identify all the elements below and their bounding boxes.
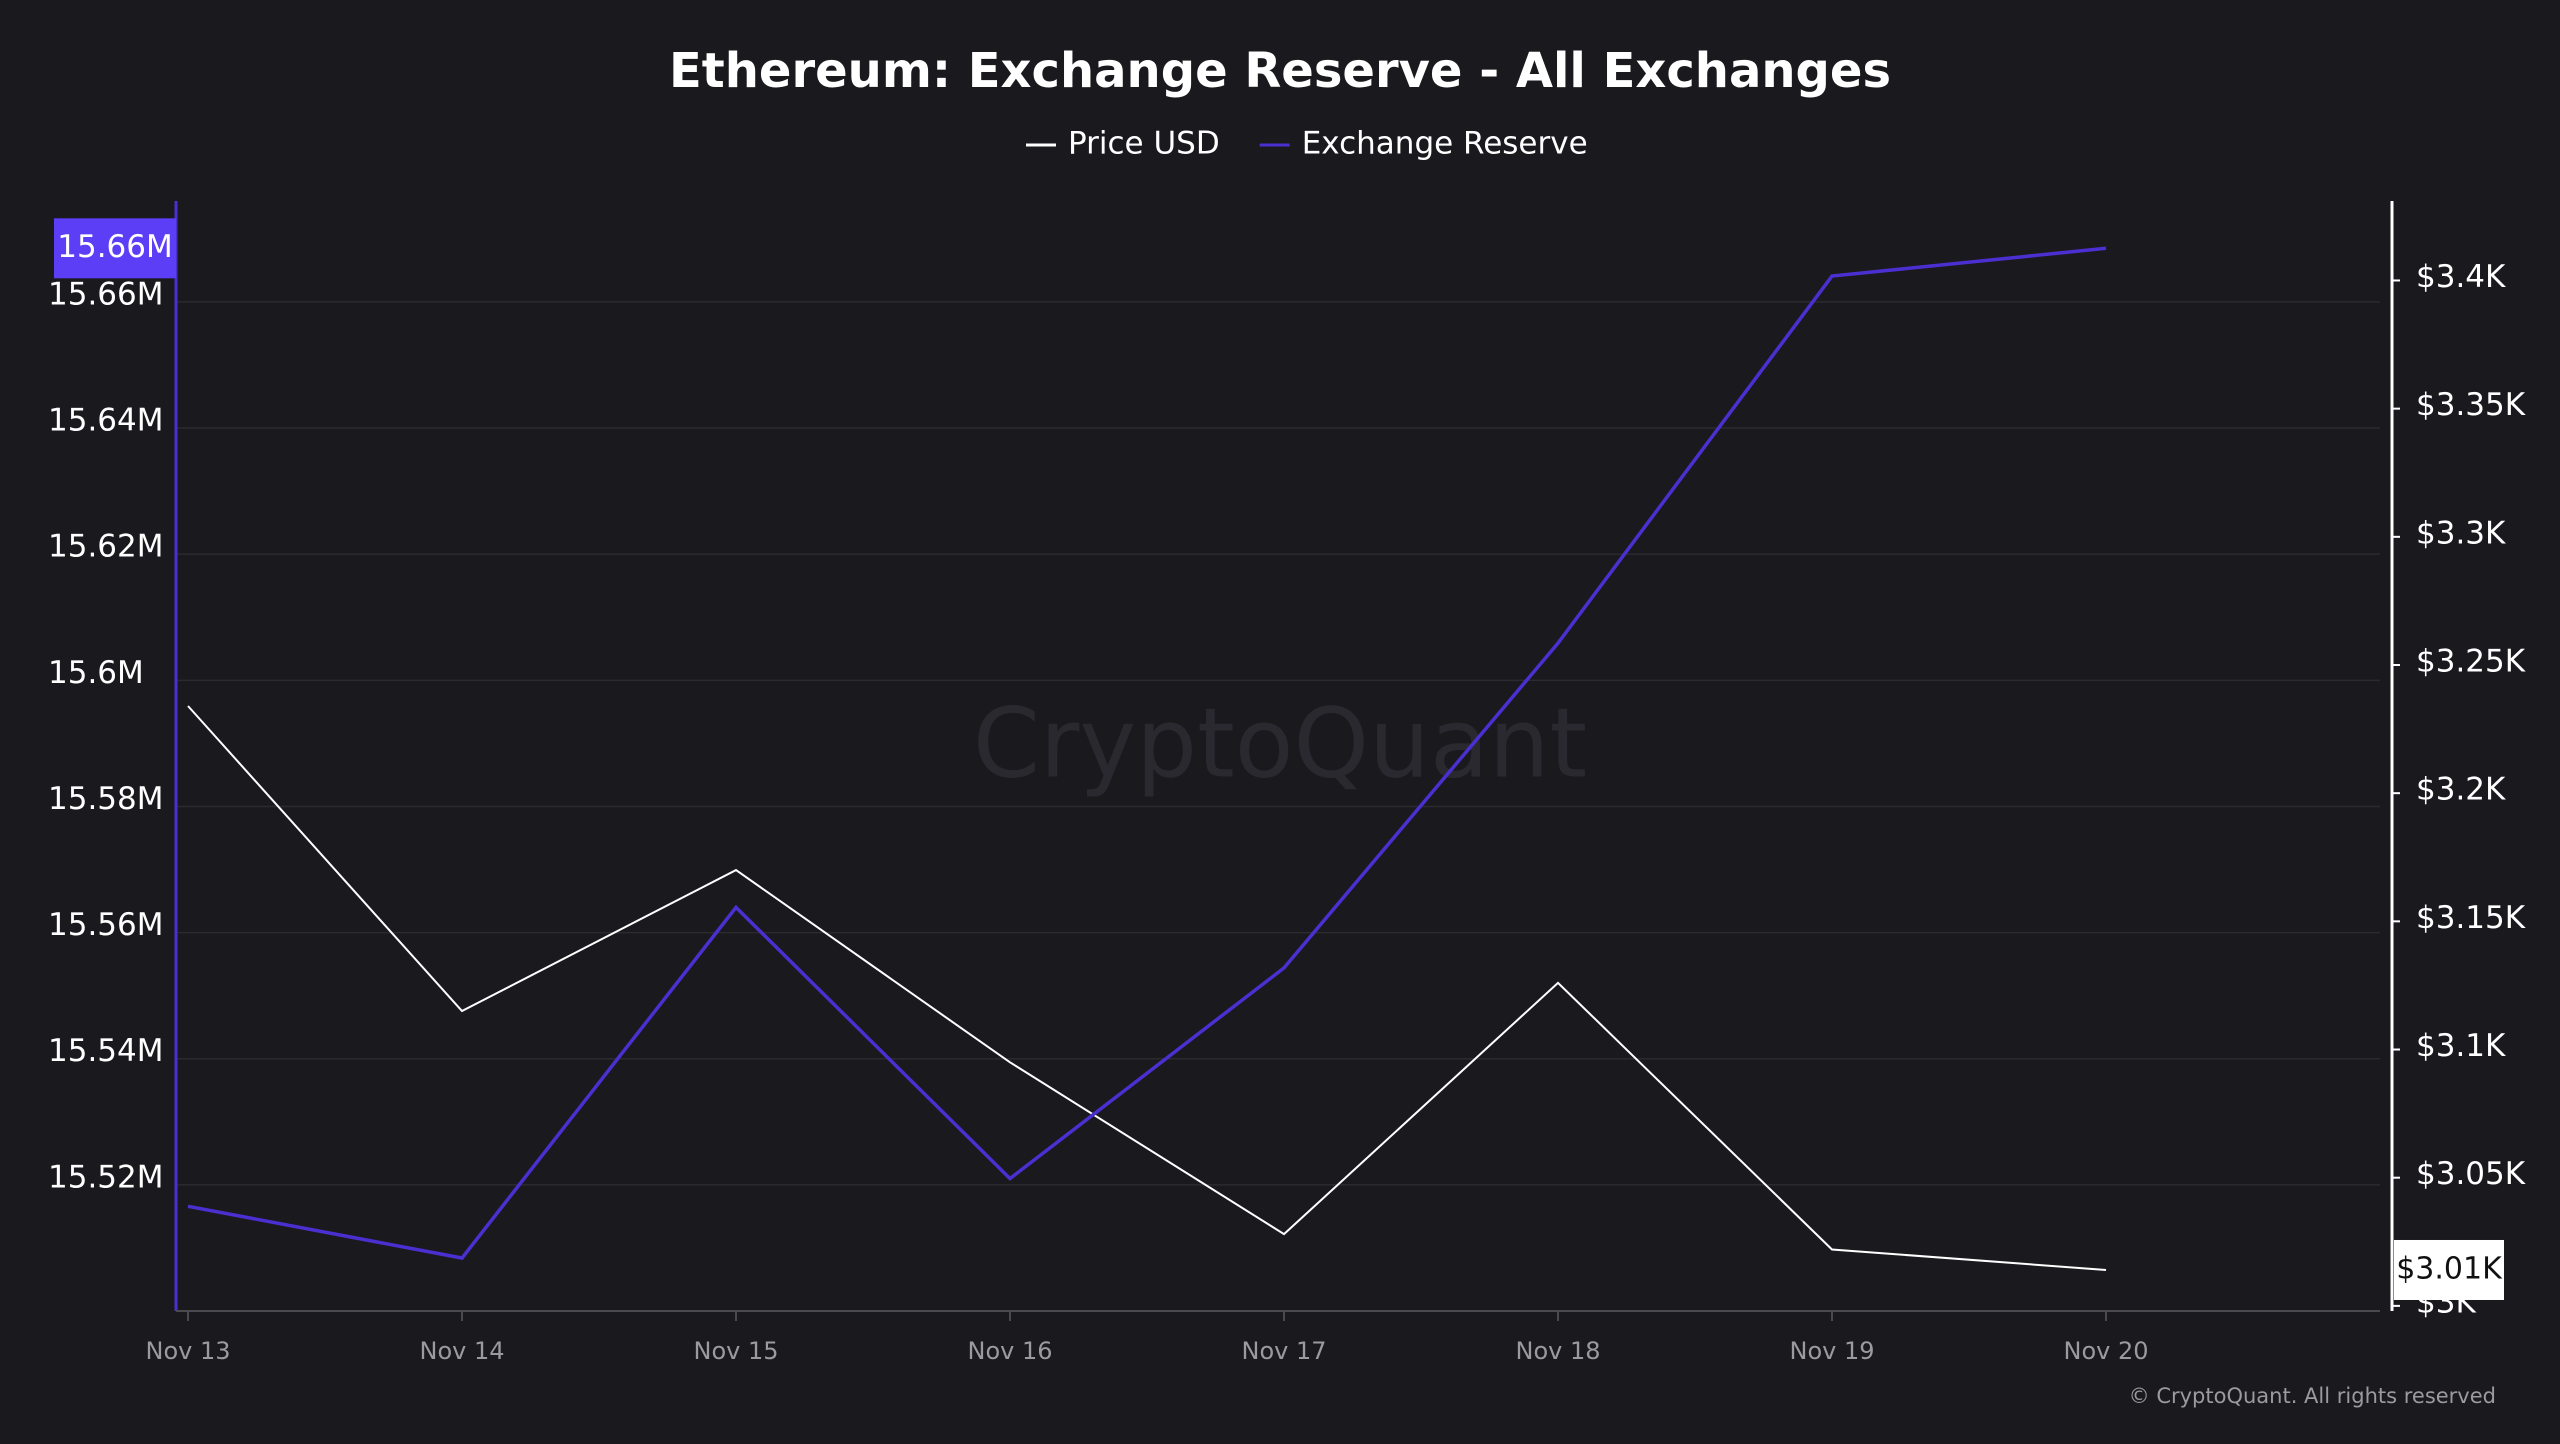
y2-tick-label: $3.15K xyxy=(2416,900,2526,936)
y2-tick-label: $3.3K xyxy=(2416,515,2506,551)
y-tick-label: 15.58M xyxy=(48,781,164,817)
y-tick-label: 15.66M xyxy=(48,276,164,312)
value-label-box xyxy=(2394,1239,2504,1300)
x-tick-label: Nov 16 xyxy=(967,1337,1052,1365)
legend-label: Exchange Reserve xyxy=(1302,126,1588,162)
y-tick-label: 15.56M xyxy=(48,907,164,943)
y-tick-label: 15.62M xyxy=(48,529,164,565)
y2-tick-label: $3.2K xyxy=(2416,772,2506,808)
legend: Price USD Exchange Reserve xyxy=(1026,126,1588,162)
x-tick-label: Nov 19 xyxy=(1789,1337,1874,1365)
value-label: 15.66M xyxy=(57,229,173,265)
y-tick-label: 15.54M xyxy=(48,1033,164,1069)
x-tick-label: Nov 20 xyxy=(2063,1337,2148,1365)
value-label-box xyxy=(54,218,176,279)
watermark: CryptoQuant xyxy=(973,687,1587,799)
y-tick-label: 15.6M xyxy=(48,655,144,691)
y2-tick-label: $3.1K xyxy=(2416,1028,2506,1064)
x-tick-label: Nov 17 xyxy=(1241,1337,1326,1365)
legend-label: Price USD xyxy=(1068,126,1220,162)
y2-tick-label: $3.4K xyxy=(2416,259,2506,295)
y2-tick-label: $3.05K xyxy=(2416,1156,2526,1192)
footer: © CryptoQuant. All rights reserved xyxy=(2129,1384,2496,1408)
y2-tick-label: $3.35K xyxy=(2416,387,2526,423)
y2-tick-label: $3.25K xyxy=(2416,643,2526,679)
chart-title: Ethereum: Exchange Reserve - All Exchang… xyxy=(669,43,1891,99)
x-tick-label: Nov 13 xyxy=(145,1337,230,1365)
series-line xyxy=(187,705,2107,1271)
y-tick-label: 15.64M xyxy=(48,403,164,439)
value-label: $3.01K xyxy=(2396,1251,2503,1286)
x-tick-label: Nov 18 xyxy=(1515,1337,1600,1365)
x-tick-label: Nov 14 xyxy=(419,1337,504,1365)
x-tick-label: Nov 15 xyxy=(693,1337,778,1365)
y-tick-label: 15.52M xyxy=(48,1159,164,1195)
series-line xyxy=(187,246,2107,1260)
